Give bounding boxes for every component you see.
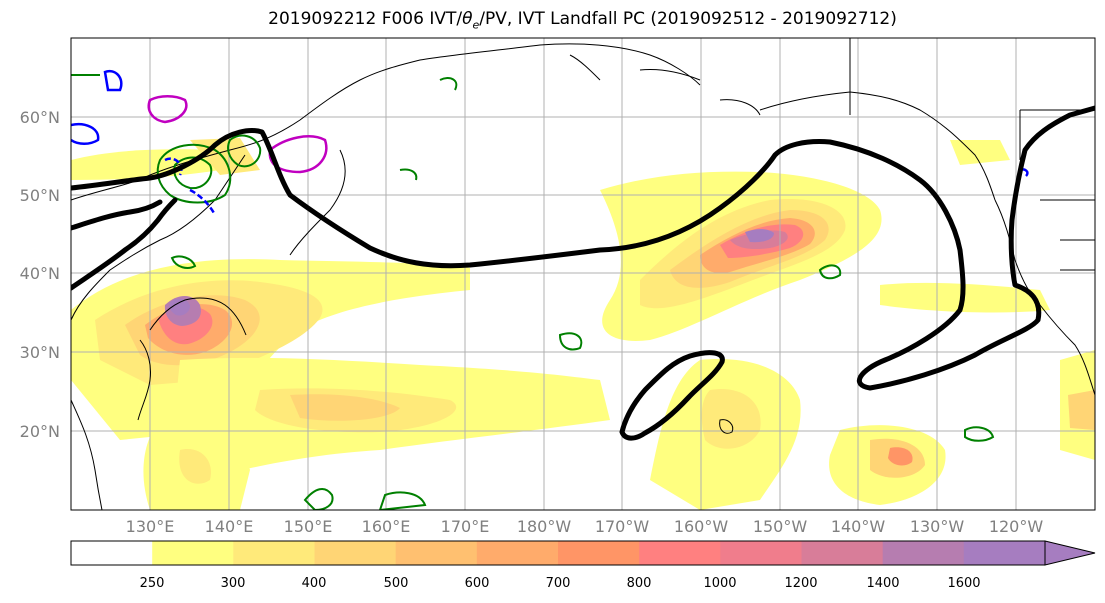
colorbar: 250 300 400 500 600 700 800 1000 1200 14… [70, 540, 1096, 591]
latitude-labels: 60°N 50°N 40°N 30°N 20°N [20, 108, 60, 441]
colorbar-tick-400: 400 [302, 576, 327, 591]
map-frame [70, 37, 1096, 511]
colorbar-tick-600: 600 [465, 576, 490, 591]
colorbar-tick-1200: 1200 [784, 576, 817, 591]
colorbar-swatches [71, 541, 1046, 565]
colorbar-tick-800: 800 [627, 576, 652, 591]
colorbar-tick-1600: 1600 [947, 576, 980, 591]
colorbar-tick-300: 300 [221, 576, 246, 591]
lon-label-140w: 140°W [831, 517, 886, 536]
colorbar-frame [70, 540, 1046, 566]
colorbar-swatch [71, 541, 153, 565]
lon-label-120w: 120°W [989, 517, 1044, 536]
colorbar-swatch [963, 541, 1046, 565]
lat-label-60n: 60°N [20, 108, 60, 127]
map-title: 2019092212 F006 IVT/θe/PV, IVT Landfall … [0, 9, 1105, 31]
colorbar-swatch [233, 541, 316, 565]
lon-label-140e: 140°E [205, 517, 254, 536]
lon-label-150e: 150°E [284, 517, 333, 536]
gridlines [71, 38, 1095, 510]
lon-label-180w: 180°W [517, 517, 572, 536]
colorbar-swatch [720, 541, 803, 565]
lon-label-150w: 150°W [753, 517, 808, 536]
colorbar-extend-arrow [1044, 540, 1096, 566]
colorbar-swatch [476, 541, 559, 565]
colorbar-ticks: 250 300 400 500 600 700 800 1000 1200 14… [140, 576, 981, 591]
colorbar-tick-700: 700 [546, 576, 571, 591]
lat-label-30n: 30°N [20, 343, 60, 362]
theta-e-contours [71, 74, 995, 510]
ivt-landfall-contour [71, 105, 1095, 441]
lon-label-170e: 170°E [441, 517, 490, 536]
title-rest: /PV, IVT Landfall PC (2019092512 - 20190… [479, 9, 897, 29]
lat-label-20n: 20°N [20, 422, 60, 441]
colorbar-swatch [558, 541, 640, 565]
title-subscript: e [472, 18, 480, 32]
colorbar-tick-1000: 1000 [703, 576, 736, 591]
colorbar-swatch [314, 541, 397, 565]
lon-label-130w: 130°W [910, 517, 965, 536]
colorbar-swatch [801, 541, 884, 565]
title-base: 2019092212 F006 IVT/ [268, 9, 463, 29]
lat-label-40n: 40°N [20, 264, 60, 283]
colorbar-swatch [639, 541, 721, 565]
longitude-labels: 130°E 140°E 150°E 160°E 170°E 180°W 170°… [126, 517, 1044, 536]
lon-label-170w: 170°W [595, 517, 650, 536]
colorbar-tick-1400: 1400 [866, 576, 899, 591]
lon-label-160w: 160°W [674, 517, 729, 536]
colorbar-swatch [395, 541, 478, 565]
lon-label-130e: 130°E [126, 517, 175, 536]
lon-label-160e: 160°E [362, 517, 411, 536]
colorbar-tick-500: 500 [384, 576, 409, 591]
lat-label-50n: 50°N [20, 186, 60, 205]
colorbar-tick-250: 250 [140, 576, 165, 591]
title-theta: θ [462, 9, 473, 29]
colorbar-swatch [152, 541, 234, 565]
colorbar-swatch [882, 541, 965, 565]
